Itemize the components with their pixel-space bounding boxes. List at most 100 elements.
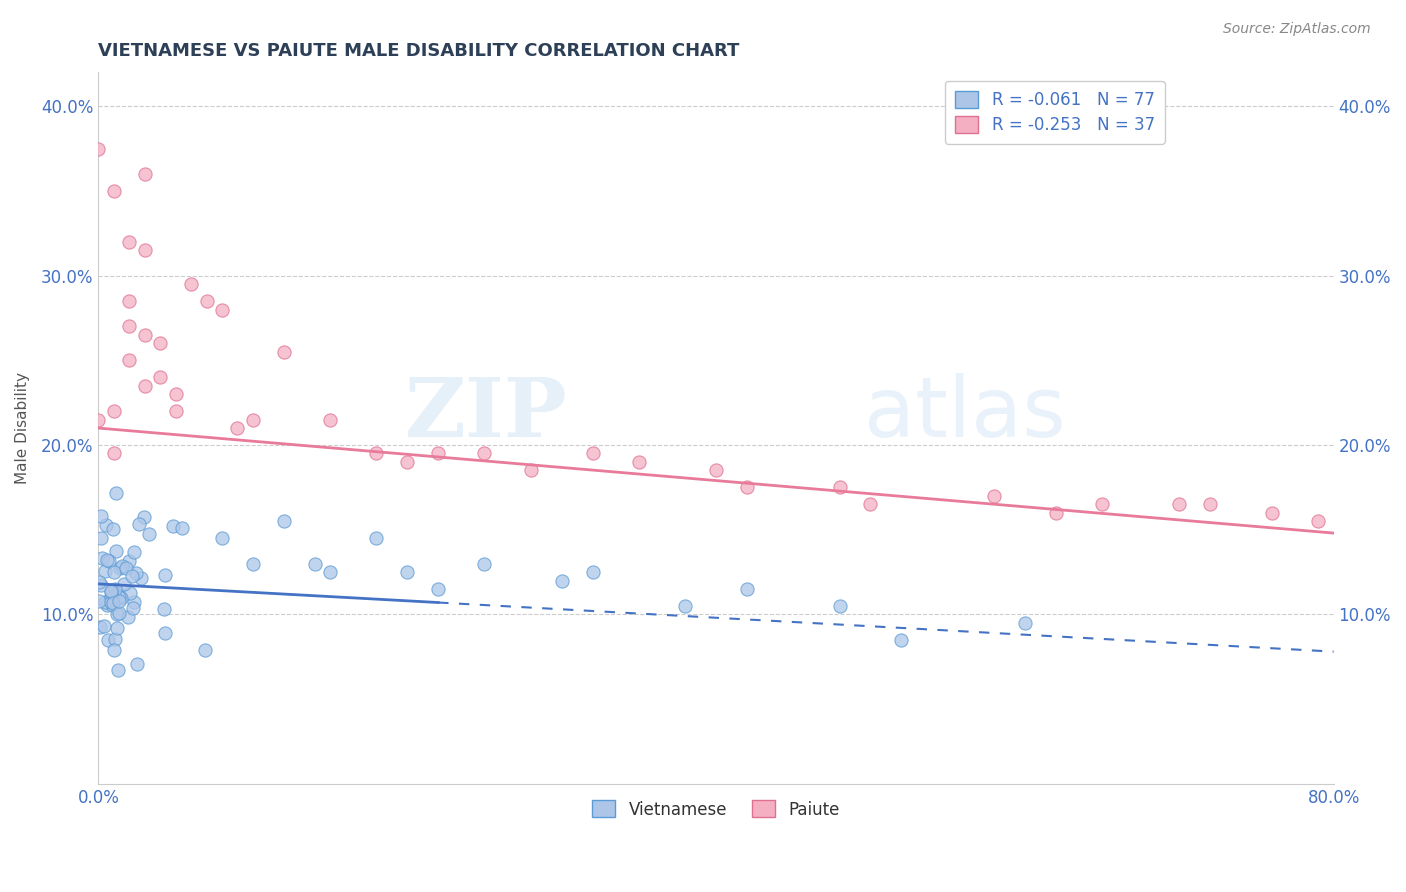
Point [97, 554, 120, 568]
Point [427, 582, 450, 596]
Point [170, 521, 193, 535]
Point [1261, 506, 1284, 520]
Point [581, 565, 603, 579]
Point [105, 544, 128, 558]
Point [396, 565, 419, 579]
Point [111, 558, 134, 573]
Point [118, 353, 141, 368]
Point [242, 557, 264, 571]
Point [211, 531, 233, 545]
Point [165, 387, 187, 401]
Point [149, 370, 172, 384]
Point [125, 657, 148, 672]
Point [122, 595, 145, 609]
Point [108, 606, 131, 620]
Point [366, 446, 388, 460]
Point [103, 597, 125, 611]
Point [149, 336, 172, 351]
Point [89, 594, 111, 608]
Point [735, 582, 758, 596]
Point [983, 489, 1005, 503]
Point [828, 599, 851, 613]
Point [890, 632, 912, 647]
Point [94, 518, 117, 533]
Point [1014, 615, 1036, 630]
Point [107, 586, 129, 600]
Point [120, 586, 142, 600]
Point [366, 531, 388, 545]
Point [627, 455, 650, 469]
Point [100, 585, 122, 599]
Point [319, 412, 342, 426]
Point [103, 643, 125, 657]
Point [125, 566, 148, 581]
Point [550, 574, 572, 588]
Point [104, 582, 127, 597]
Point [132, 510, 155, 524]
Text: Source: ZipAtlas.com: Source: ZipAtlas.com [1223, 22, 1371, 37]
Point [474, 557, 496, 571]
Point [103, 566, 125, 580]
Point [162, 518, 184, 533]
Point [101, 598, 124, 612]
Text: ZIP: ZIP [405, 374, 568, 454]
Point [193, 642, 215, 657]
Point [304, 557, 326, 571]
Text: VIETNAMESE VS PAIUTE MALE DISABILITY CORRELATION CHART: VIETNAMESE VS PAIUTE MALE DISABILITY COR… [98, 42, 740, 60]
Point [122, 545, 145, 559]
Point [112, 577, 135, 591]
Point [103, 184, 125, 198]
Point [121, 569, 143, 583]
Point [273, 344, 295, 359]
Point [129, 571, 152, 585]
Point [94, 565, 117, 579]
Point [93, 618, 115, 632]
Point [115, 561, 138, 575]
Point [87, 575, 110, 590]
Point [1091, 497, 1114, 511]
Point [581, 446, 603, 460]
Point [128, 517, 150, 532]
Point [87, 142, 110, 156]
Point [1308, 514, 1330, 528]
Point [134, 378, 156, 392]
Point [118, 319, 141, 334]
Point [1199, 497, 1222, 511]
Point [108, 590, 131, 604]
Point [134, 167, 156, 181]
Point [427, 446, 450, 460]
Point [103, 588, 125, 602]
Point [673, 599, 696, 613]
Point [319, 565, 342, 579]
Point [90, 532, 112, 546]
Point [396, 455, 419, 469]
Point [226, 421, 249, 435]
Point [105, 607, 128, 621]
Point [474, 446, 496, 460]
Point [104, 486, 127, 500]
Point [273, 514, 295, 528]
Point [108, 594, 131, 608]
Point [138, 527, 160, 541]
Point [735, 480, 758, 494]
Point [195, 294, 218, 309]
Point [103, 522, 125, 536]
Point [828, 480, 851, 494]
Point [520, 463, 543, 477]
Point [87, 412, 110, 426]
Point [108, 560, 131, 574]
Text: atlas: atlas [865, 374, 1066, 454]
Point [100, 595, 122, 609]
Point [153, 568, 176, 582]
Legend: Vietnamese, Paiute: Vietnamese, Paiute [585, 794, 846, 825]
Point [242, 412, 264, 426]
Point [94, 595, 117, 609]
Point [100, 591, 122, 605]
Point [96, 598, 118, 612]
Point [704, 463, 727, 477]
Point [134, 327, 156, 342]
Point [91, 550, 114, 565]
Point [96, 553, 118, 567]
Point [134, 244, 156, 258]
Point [859, 497, 882, 511]
